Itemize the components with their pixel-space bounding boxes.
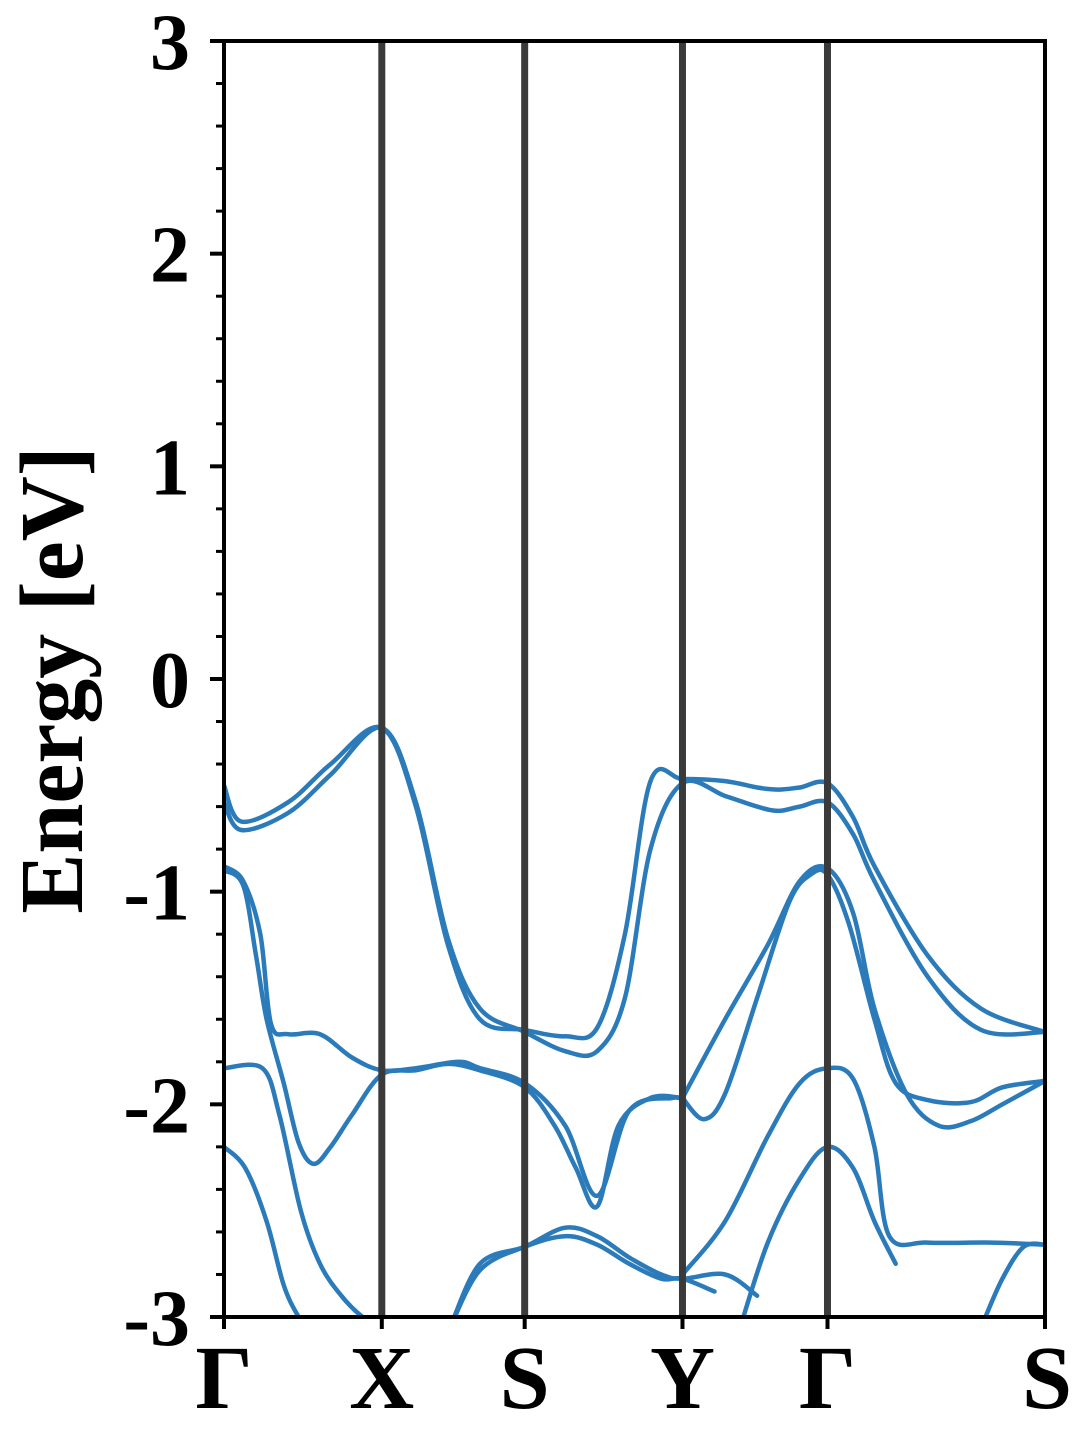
band-line-10 [451,1225,760,1317]
y-axis-label: Energy [eV] [3,446,102,913]
y-tick-label-6: 2 [150,212,190,300]
band-line-4 [224,868,685,1210]
band-line-8 [680,1065,1045,1277]
band-line-2 [224,725,1045,1059]
x-tick-label-5: Γ [799,1329,856,1428]
y-tick-label-5: 1 [150,424,190,512]
y-tick-label-1: -3 [123,1275,190,1363]
band-line-9 [224,1144,302,1317]
high-symmetry-lines [378,41,831,1317]
y-tick-label-3: -1 [123,850,190,938]
x-tick-label-4: Y [650,1329,715,1428]
y-tick-label-4: 0 [150,637,190,725]
band-line-7 [224,1062,367,1317]
band-line-1 [224,724,1045,1041]
bands-layer [224,724,1045,1317]
y-tick-label-2: -2 [123,1062,190,1150]
band-line-5 [680,864,1045,1130]
x-tick-label-1: Γ [195,1329,252,1428]
band-line-12 [741,1144,898,1317]
y-tick-label-7: 3 [150,0,190,87]
band-line-6 [680,867,1045,1122]
x-tick-label-2: X [349,1329,414,1428]
y-axis-ticks: -3 -2 -1 0 1 2 3 [123,0,224,1363]
band-line-11 [452,1233,717,1317]
band-line-13 [983,1241,1045,1317]
x-tick-label-3: S [500,1329,550,1428]
x-tick-label-6: S [1022,1329,1072,1428]
